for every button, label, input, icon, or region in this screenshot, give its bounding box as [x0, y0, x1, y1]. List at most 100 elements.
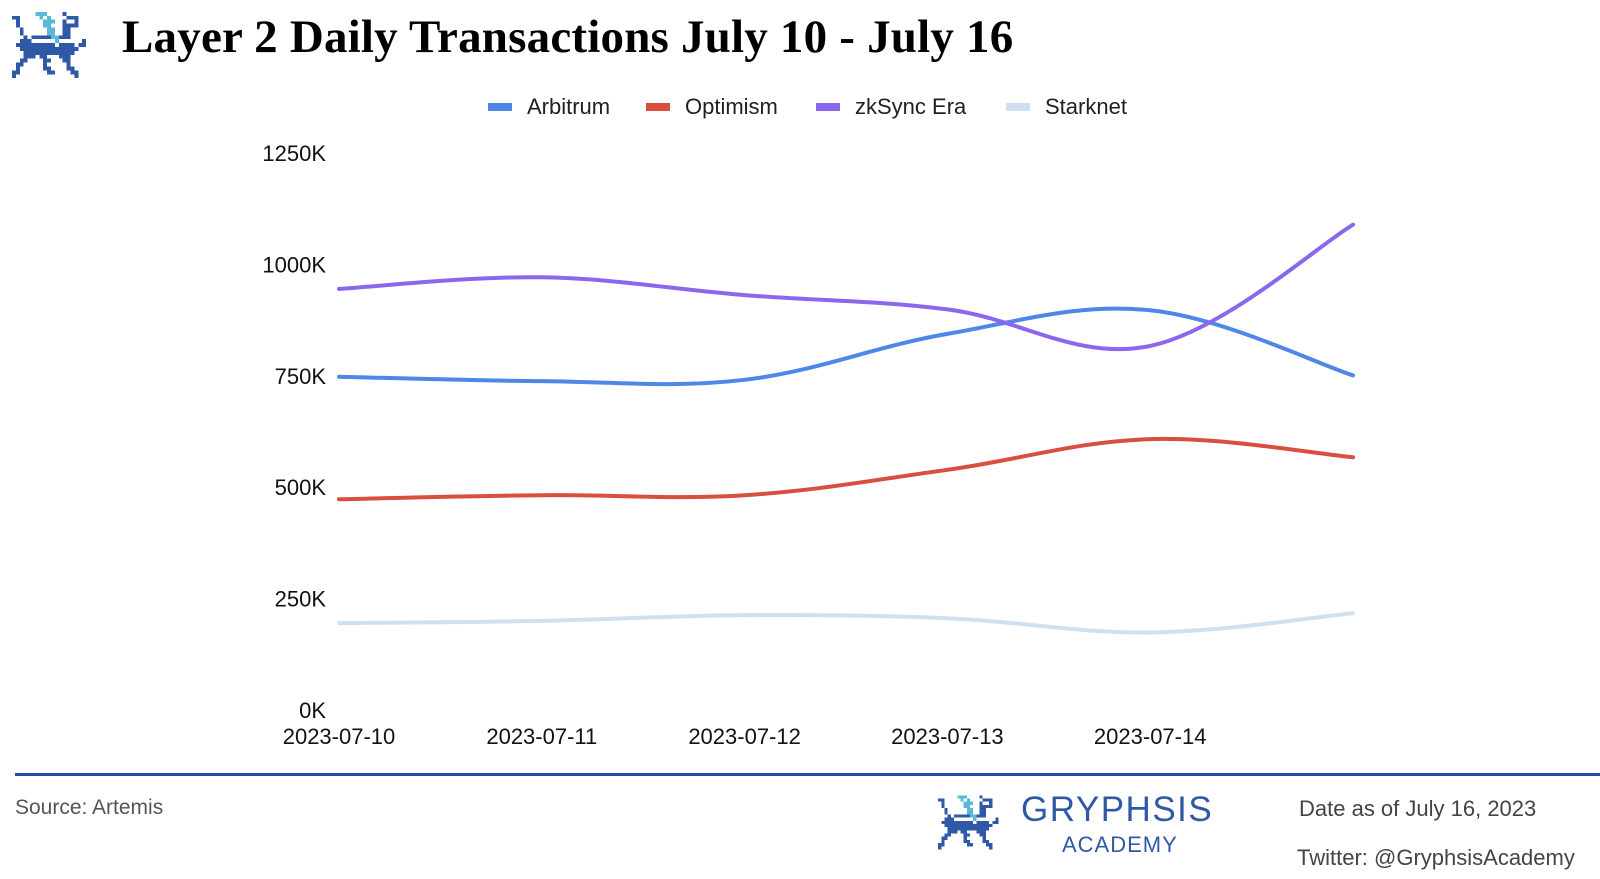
- logo-pixel: [62, 47, 67, 51]
- logo-pixel: [966, 827, 970, 831]
- logo-pixel: [966, 804, 970, 809]
- logo-pixel: [979, 827, 983, 831]
- logo-pixel: [47, 23, 51, 28]
- logo-pixel: [944, 836, 948, 840]
- logo-pixel: [966, 814, 970, 818]
- page-title: Layer 2 Daily Transactions July 10 - Jul…: [122, 11, 1014, 63]
- logo-pixel: [43, 47, 48, 51]
- logo-pixel: [960, 814, 964, 818]
- series-line-starknet[interactable]: [337, 611, 1355, 635]
- footer-divider: [15, 773, 1600, 776]
- series-lines: [337, 222, 1355, 635]
- logo-pixel: [941, 801, 945, 805]
- logo-pixel: [947, 817, 951, 821]
- logo-pixel: [43, 19, 48, 24]
- logo-pixel: [947, 827, 951, 831]
- logo-pixel: [78, 43, 83, 47]
- logo-pixel: [54, 47, 59, 51]
- legend-item-optimism[interactable]: Optimism: [646, 92, 778, 122]
- logo-pixel: [62, 23, 67, 28]
- logo-pixel: [963, 839, 967, 844]
- logo-pixel: [963, 804, 967, 809]
- logo-pixel: [944, 820, 948, 824]
- logo-pixel: [950, 824, 955, 828]
- logo-pixel: [66, 58, 71, 63]
- logo-pixel: [62, 54, 67, 59]
- logo-pixel: [39, 54, 44, 59]
- logo-pixel: [960, 827, 964, 831]
- logo-pixel: [47, 66, 51, 71]
- logo-pixel: [979, 820, 983, 824]
- logo-pixel: [954, 814, 958, 818]
- logo-pixel: [966, 808, 970, 812]
- logo-pixel: [39, 11, 44, 16]
- logo-pixel: [950, 820, 955, 824]
- x-axis-ticks: 2023-07-10 2023-07-11 2023-07-12 2023-07-13…: [283, 724, 1207, 749]
- logo-pixel: [982, 811, 986, 815]
- legend-item-arbitrum[interactable]: Arbitrum: [488, 92, 610, 122]
- logo-pixel: [54, 39, 59, 44]
- logo-pixel: [15, 70, 20, 75]
- logo-pixel: [941, 836, 945, 840]
- logo-pixel: [995, 820, 999, 824]
- logo-pixel: [51, 47, 55, 51]
- logo-pixel: [43, 54, 48, 59]
- logo-pixel: [982, 804, 986, 809]
- logo-pixel: [979, 811, 983, 815]
- logo-pixel: [992, 820, 996, 824]
- series-line-optimism[interactable]: [337, 436, 1355, 502]
- logo-pixel: [51, 27, 55, 32]
- logo-pixel: [963, 827, 967, 831]
- logo-pixel: [960, 795, 964, 799]
- logo-pixel: [966, 798, 970, 802]
- twitter-handle[interactable]: Twitter: @GryphsisAcademy: [1297, 845, 1575, 870]
- logo-pixel: [23, 58, 28, 63]
- logo-pixel: [58, 47, 63, 51]
- series-line-zksync[interactable]: [337, 222, 1355, 352]
- logo-pixel: [62, 27, 67, 32]
- logo-pixel: [23, 47, 28, 51]
- logo-pixel: [23, 54, 28, 59]
- logo-pixel: [966, 843, 970, 847]
- logo-pixel: [74, 23, 79, 28]
- legend-item-starknet[interactable]: Starknet: [1006, 92, 1127, 122]
- logo-pixel: [27, 43, 32, 47]
- logo-pixel: [957, 824, 961, 828]
- logo-pixel: [47, 27, 51, 32]
- logo-pixel: [982, 820, 986, 824]
- logo-pixel: [966, 801, 970, 805]
- legend-item-zksync[interactable]: zkSync Era: [816, 92, 966, 122]
- logo-pixel: [957, 820, 961, 824]
- logo-pixel: [74, 19, 79, 24]
- logo-pixel: [973, 827, 977, 831]
- series-line-arbitrum[interactable]: [337, 306, 1355, 387]
- legend-swatch-arbitrum: [488, 103, 512, 111]
- logo-pixel: [54, 50, 59, 55]
- logo-pixel: [970, 824, 974, 828]
- logo-pixel: [957, 827, 961, 831]
- logo-pixel: [47, 70, 51, 75]
- logo-pixel: [47, 58, 51, 63]
- logo-pixel: [51, 70, 55, 75]
- logo-pixel: [954, 827, 958, 831]
- logo-pixel: [938, 843, 942, 847]
- logo-pixel: [941, 798, 945, 802]
- legend-label-arbitrum: Arbitrum: [527, 94, 611, 119]
- logo-pixel: [976, 814, 980, 818]
- logo-pixel: [966, 839, 970, 844]
- logo-pixel: [966, 811, 970, 815]
- logo-pixel: [941, 804, 945, 809]
- logo-pixel: [970, 820, 974, 824]
- y-tick-label: 0K: [299, 698, 326, 723]
- logo-pixel: [989, 846, 993, 850]
- logo-pixel: [51, 19, 55, 24]
- logo-pixel: [982, 833, 986, 837]
- logo-pixel: [66, 50, 71, 55]
- x-tick-label: 2023-07-13: [891, 724, 1004, 749]
- logo-pixel: [989, 801, 993, 805]
- logo-pixel: [963, 824, 967, 828]
- logo-pixel: [82, 43, 87, 47]
- logo-pixel: [47, 31, 51, 36]
- logo-pixel: [979, 795, 983, 799]
